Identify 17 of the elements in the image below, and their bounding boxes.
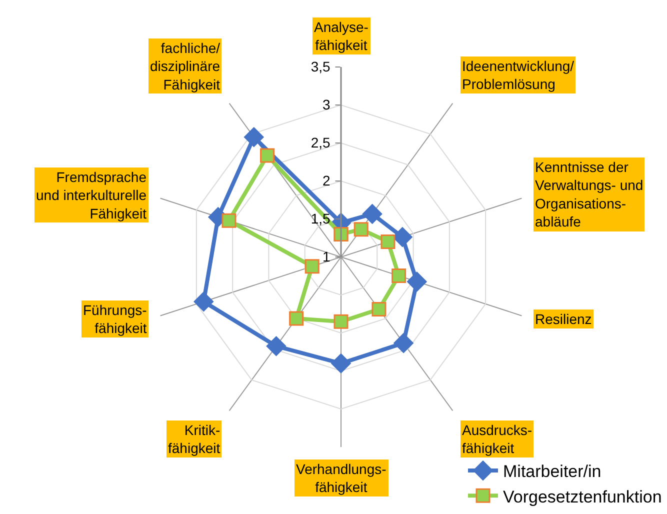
y-tick-label: 1 [322,248,331,265]
spoke-label: Kenntnisse der Verwaltungs- und Organisations- abläufe [535,159,644,230]
y-tick-label: 3 [322,96,331,113]
legend-label: Mitarbeiter/in [503,462,602,482]
spoke-label: Ideenentwicklung/ Problemlösung [462,58,574,92]
spoke-label: Führungs- fähigkeit [83,302,148,336]
spoke-label: Analyse- fähigkeit [314,19,369,54]
legend-label: Vorgesetztenfunktion [503,487,662,506]
spoke-label: Kritik- fähigkeit [168,422,220,456]
y-tick-label: 3,5 [310,58,331,75]
spoke-label: Ausdrucks- fähigkeit [462,422,532,456]
spoke-label: Resilienz [535,311,592,327]
y-tick-label: 2,5 [310,134,331,151]
y-tick-label: 2 [322,172,331,189]
spoke-label: Verhandlungs- fähigkeit [296,461,387,496]
spoke-label: Fremdsprache und interkulturelle Fähigkeit [36,169,147,222]
spoke-label: fachliche/ disziplinäre Fähigkeit [150,40,220,92]
